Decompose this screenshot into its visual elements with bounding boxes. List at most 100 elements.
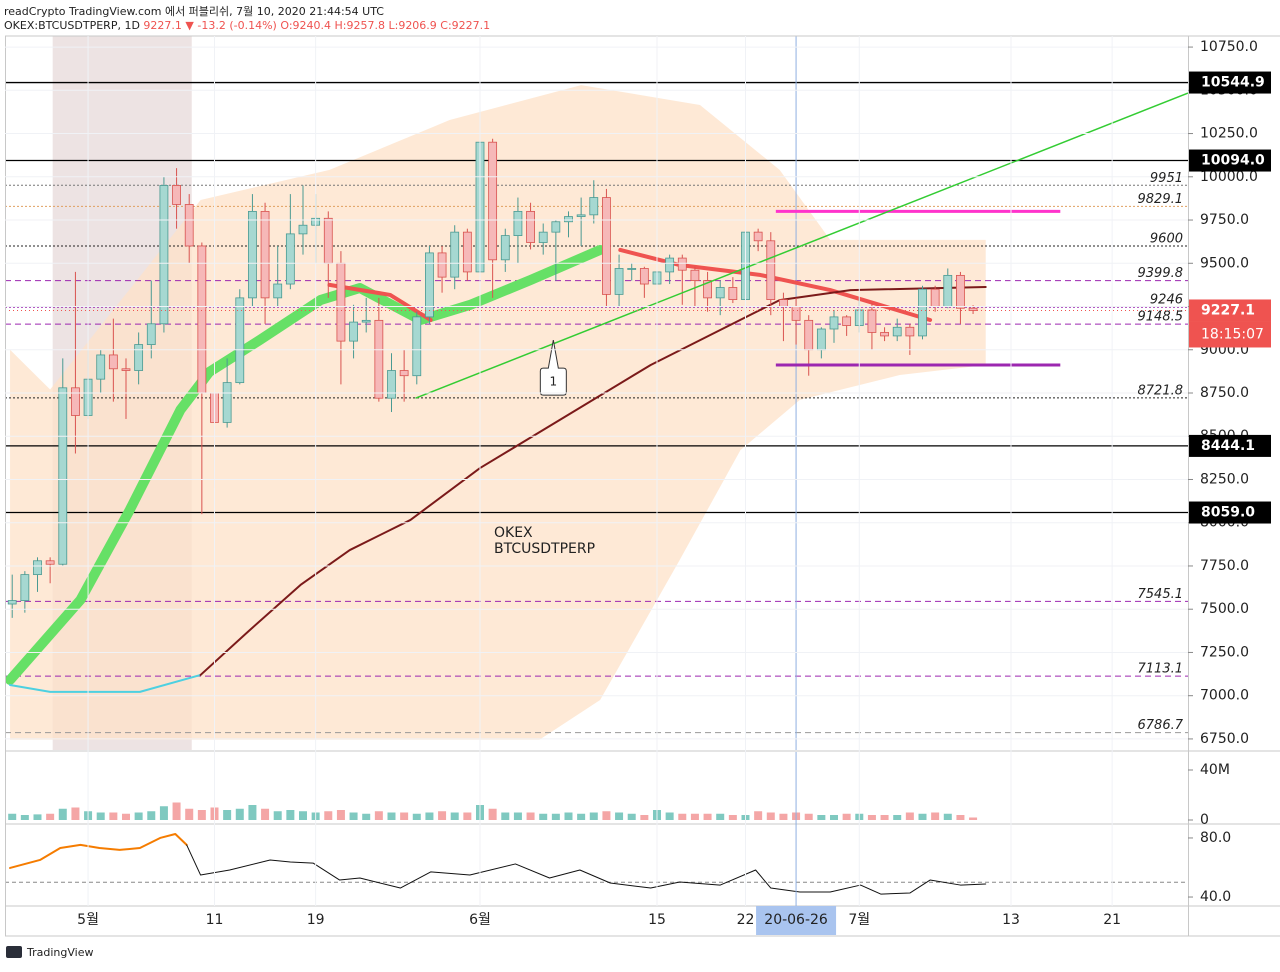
candle-body	[387, 370, 396, 399]
candle-body	[71, 387, 80, 416]
candle-body	[715, 287, 725, 299]
candle-body	[930, 288, 940, 307]
volume-bar	[185, 808, 194, 820]
y-tick-label: 6750.0	[1200, 731, 1249, 747]
volume-bar	[804, 813, 813, 820]
candle-body	[222, 382, 232, 423]
x-tick-label: 19	[307, 912, 325, 928]
volume-bar	[374, 811, 383, 820]
candle-body	[96, 354, 106, 380]
callout	[539, 339, 567, 396]
volume-bar	[261, 808, 270, 820]
oscillator-line	[186, 844, 987, 895]
oscillator-tick-label: 80.0	[1200, 830, 1231, 846]
candle-body	[804, 319, 814, 351]
volume-bar	[159, 806, 168, 820]
x-tick-label: 22	[737, 912, 755, 928]
volume-bar	[412, 813, 421, 820]
volume-bar	[931, 812, 940, 820]
volume-bar	[867, 815, 876, 820]
y-tick-label: 7250.0	[1200, 644, 1249, 660]
oscillator-tick-label: 40.0	[1200, 889, 1231, 905]
candle-body	[159, 185, 169, 325]
candle-body	[576, 214, 586, 217]
countdown: 18:15:07	[1201, 326, 1264, 342]
level-tag	[1189, 501, 1271, 524]
x-tick-label: 5월	[77, 912, 99, 928]
candle-body	[728, 287, 738, 300]
volume-bar	[615, 812, 624, 820]
candle-body	[121, 368, 131, 371]
candle-body	[374, 319, 384, 399]
callout-label: 1	[550, 375, 558, 389]
volume-bar	[20, 815, 29, 820]
y-tick-label: 10000.0	[1200, 169, 1258, 185]
candle-body	[564, 216, 573, 223]
volume-bar	[905, 812, 914, 820]
level-label: 8721.8	[1138, 383, 1184, 398]
level-label: 8444.1	[1201, 438, 1255, 454]
volume-tick-label: 0	[1200, 812, 1209, 828]
candle-body	[614, 268, 624, 295]
volume-bar	[248, 805, 257, 820]
moving-average	[327, 247, 933, 323]
volume-bar	[602, 811, 611, 820]
level-label: 6786.7	[1138, 718, 1184, 733]
volume-bar	[336, 810, 345, 820]
y-tick-label: 8750.0	[1200, 385, 1249, 401]
candle-body	[589, 197, 599, 216]
level-label: 9399.8	[1138, 266, 1184, 281]
volume-bar	[526, 812, 535, 820]
candle-body	[33, 560, 42, 576]
volume-bar	[842, 813, 851, 820]
crosshair-label: 20-06-26	[764, 912, 828, 928]
level-label: 10094.0	[1201, 153, 1265, 169]
candle-body	[108, 354, 118, 370]
volume-bar	[197, 810, 206, 820]
candle-body	[526, 210, 535, 243]
candle-body	[235, 297, 245, 384]
candle-body	[336, 262, 346, 342]
level-label: 8059.0	[1201, 505, 1255, 521]
volume-bar	[943, 813, 952, 820]
candle-body	[867, 309, 877, 333]
level-label: 9829.1	[1138, 192, 1184, 207]
volume-bar	[349, 812, 358, 820]
volume-bar	[425, 812, 434, 820]
candle-body	[602, 197, 611, 295]
candle-body	[500, 235, 510, 261]
candle-body	[703, 280, 712, 299]
volume-bar	[817, 815, 826, 820]
volume-bar	[589, 812, 598, 820]
trendline	[415, 92, 1188, 399]
volume-bar	[703, 813, 712, 820]
x-tick-label: 6월	[469, 912, 491, 928]
logo	[6, 946, 22, 958]
candle-body	[538, 231, 548, 243]
y-tick-label: 7000.0	[1200, 688, 1249, 704]
level-tag	[1189, 434, 1271, 457]
candle-body	[361, 319, 371, 323]
candle-body	[323, 217, 333, 264]
crosshair-tag	[756, 906, 837, 935]
candle-body	[197, 245, 207, 394]
volume-bar	[488, 808, 497, 820]
candle-body	[462, 231, 472, 273]
volume-bar	[147, 811, 156, 820]
volume-bar	[501, 812, 510, 820]
volume-bar	[779, 813, 788, 820]
volume-bar	[235, 808, 244, 820]
candle-body	[349, 321, 358, 342]
y-tick-label: 8250.0	[1200, 471, 1249, 487]
ohlc: O:9240.4 H:9257.8 L:9206.9 C:9227.1	[280, 19, 490, 32]
volume-bar	[223, 810, 232, 820]
candle-body	[753, 231, 763, 242]
x-tick-label: 11	[206, 912, 224, 928]
volume-bar	[273, 811, 282, 820]
price-label: 9227.1	[1201, 302, 1255, 318]
level-tag	[1189, 149, 1271, 172]
candle-body	[298, 224, 308, 235]
candle-body	[627, 268, 637, 270]
y-tick-label: 9500.0	[1200, 255, 1249, 271]
